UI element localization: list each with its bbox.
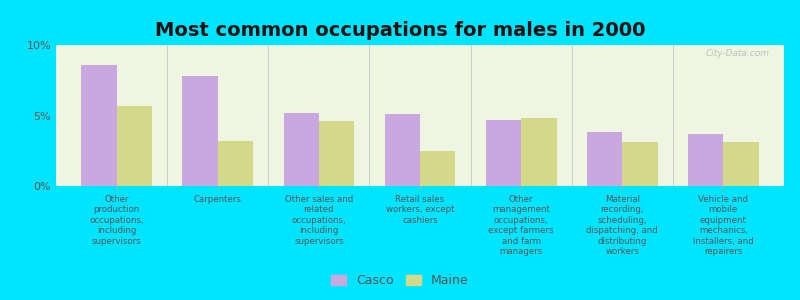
- Bar: [486, 120, 521, 186]
- Bar: [587, 132, 622, 186]
- Text: Most common occupations for males in 2000: Most common occupations for males in 200…: [154, 21, 646, 40]
- Bar: [283, 113, 319, 186]
- Text: City-Data.com: City-Data.com: [706, 49, 770, 58]
- Bar: [218, 141, 253, 186]
- Bar: [319, 121, 354, 186]
- Bar: [117, 106, 152, 186]
- Bar: [521, 118, 557, 186]
- Bar: [82, 65, 117, 186]
- Legend: Casco, Maine: Casco, Maine: [327, 270, 473, 291]
- Bar: [723, 142, 758, 186]
- Bar: [688, 134, 723, 186]
- Bar: [182, 76, 218, 186]
- Bar: [420, 151, 455, 186]
- Bar: [385, 114, 420, 186]
- Bar: [622, 142, 658, 186]
